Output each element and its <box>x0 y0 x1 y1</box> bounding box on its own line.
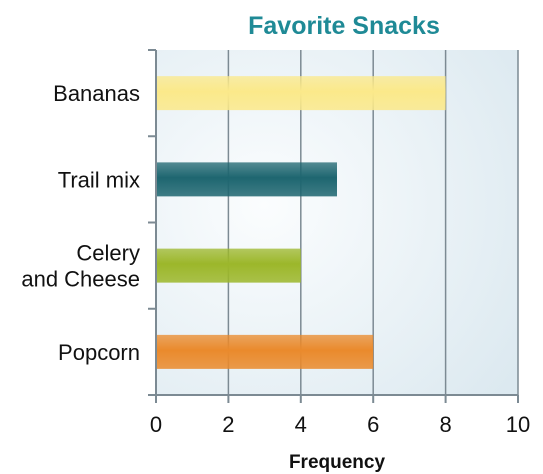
x-tick-label-4: 4 <box>295 412 307 437</box>
bar-series <box>156 76 446 369</box>
bar-1 <box>156 162 337 197</box>
x-tick-label-10: 10 <box>506 412 530 437</box>
x-axis-label: Frequency <box>289 452 386 473</box>
category-label-3: Popcorn <box>58 340 140 365</box>
chart-title: Favorite Snacks <box>248 12 440 40</box>
bar-2 <box>156 248 301 283</box>
x-tick-label-0: 0 <box>150 412 162 437</box>
category-label-2-line-1: and Cheese <box>21 267 140 292</box>
bar-3 <box>156 334 374 369</box>
bar-0 <box>156 76 446 111</box>
category-label-2-line-0: Celery <box>76 241 140 266</box>
category-label-0: Bananas <box>53 81 140 106</box>
x-tick-labels: 0 2 4 6 8 10 <box>150 412 530 437</box>
axis-ticks <box>148 49 519 403</box>
x-tick-label-2: 2 <box>222 412 234 437</box>
x-tick-label-8: 8 <box>439 412 451 437</box>
x-tick-label-6: 6 <box>367 412 379 437</box>
category-label-1: Trail mix <box>58 167 140 192</box>
